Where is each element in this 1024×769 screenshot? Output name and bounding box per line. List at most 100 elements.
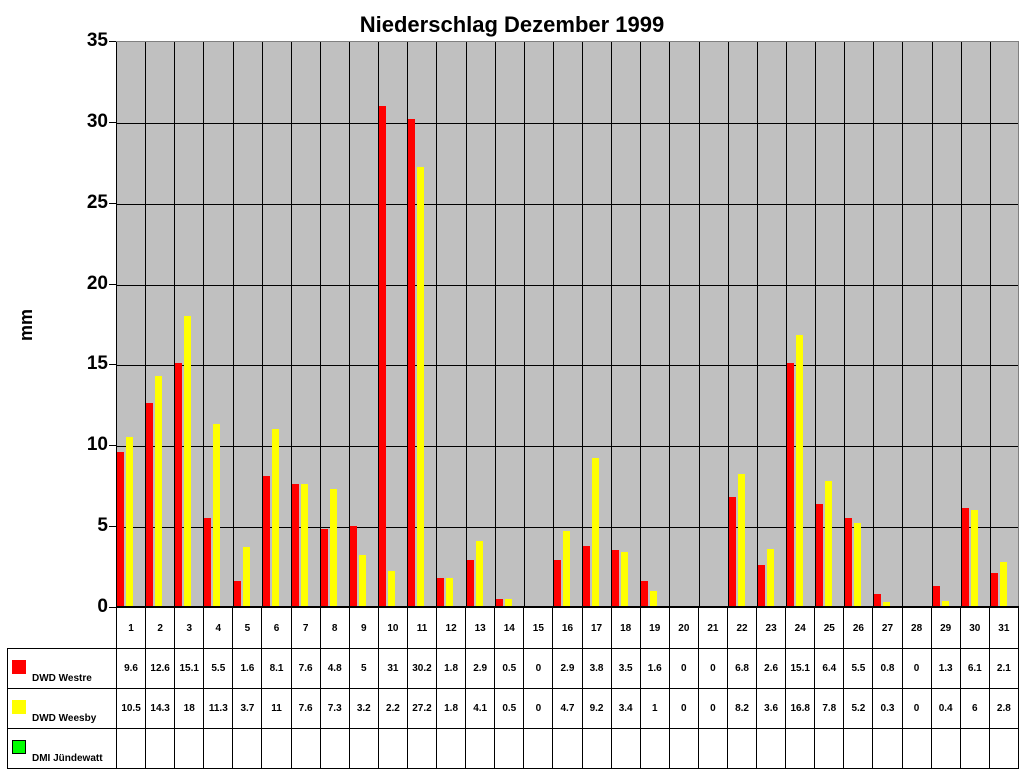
bar-dwd-weesby	[737, 474, 745, 607]
bar-dwd-westre	[641, 581, 649, 607]
table-cell: 0	[697, 688, 728, 729]
legend-entry: DWD Westre	[7, 648, 117, 689]
table-cell	[785, 728, 816, 769]
category-label: 29	[930, 607, 961, 649]
category-label: 7	[290, 607, 321, 649]
x-axis-line	[116, 606, 1019, 607]
table-cell	[843, 728, 874, 769]
table-cell: 0.5	[494, 688, 525, 729]
category-label: 13	[465, 607, 496, 649]
table-cell: 8.1	[261, 648, 292, 689]
v-gridline	[523, 42, 525, 607]
v-gridline	[552, 42, 554, 607]
table-cell: 1.8	[436, 688, 467, 729]
category-label: 27	[872, 607, 903, 649]
v-gridline	[174, 42, 176, 607]
bar-dwd-weesby	[795, 335, 803, 607]
table-cell: 3.5	[610, 648, 641, 689]
plot-area	[116, 41, 1019, 607]
h-gridline	[116, 527, 1018, 529]
chart-title: Niederschlag Dezember 1999	[359, 12, 665, 37]
bar-dwd-westre	[146, 403, 154, 607]
category-label: 20	[668, 607, 699, 649]
category-label: 21	[697, 607, 728, 649]
bar-dwd-weesby	[475, 540, 483, 607]
table-cell: 7.6	[290, 648, 321, 689]
bar-dwd-westre	[874, 594, 882, 607]
bar-dwd-westre	[379, 105, 387, 607]
table-cell: 0.3	[872, 688, 903, 729]
table-cell: 15.1	[174, 648, 205, 689]
table-cell: 0.4	[930, 688, 961, 729]
category-label: 28	[901, 607, 932, 649]
table-cell: 3.7	[232, 688, 263, 729]
table-cell: 3.4	[610, 688, 641, 729]
data-table: 1 2 3 4 5 6 7 8 9 10 11 12 13 14 15 16 17 18 19 20 21 22 23 24 2…	[7, 607, 1019, 769]
bar-dwd-westre	[262, 476, 270, 607]
v-gridline	[232, 42, 234, 607]
bar-dwd-westre	[728, 497, 736, 607]
y-tick-label: 10	[86, 434, 108, 456]
table-cell	[203, 728, 234, 769]
v-gridline	[989, 42, 991, 607]
bar-dwd-westre	[990, 573, 998, 607]
bar-dwd-weesby	[300, 484, 308, 607]
table-cell: 0	[901, 648, 932, 689]
table-cell	[465, 728, 496, 769]
v-gridline	[698, 42, 700, 607]
table-cell	[377, 728, 408, 769]
y-tick-mark	[109, 607, 116, 608]
table-cell: 3.8	[581, 648, 612, 689]
table-cell: 9.2	[581, 688, 612, 729]
table-cell: 0	[523, 688, 554, 729]
bar-dwd-weesby	[155, 375, 163, 607]
table-cell: 9.6	[115, 648, 147, 689]
v-gridline	[785, 42, 787, 607]
category-label: 15	[523, 607, 554, 649]
v-gridline	[815, 42, 817, 607]
v-gridline	[407, 42, 409, 607]
y-tick-mark	[109, 283, 116, 285]
v-gridline	[465, 42, 467, 607]
category-label: 4	[203, 607, 234, 649]
y-tick-label: 15	[86, 353, 108, 375]
table-cell: 6.1	[959, 648, 990, 689]
y-tick-label: 0	[97, 596, 108, 617]
table-cell: 0	[523, 648, 554, 689]
v-gridline	[203, 42, 205, 607]
bar-dwd-westre	[932, 585, 940, 607]
table-cell: 4.1	[465, 688, 496, 729]
table-cell: 0.5	[494, 648, 525, 689]
table-cell: 8.2	[726, 688, 758, 729]
bar-dwd-weesby	[184, 315, 192, 607]
table-cell: 4.8	[319, 648, 350, 689]
legend-swatch	[12, 660, 26, 674]
category-label: 11	[406, 607, 438, 649]
category-label: 6	[261, 607, 292, 649]
table-cell	[697, 728, 728, 769]
bar-dwd-westre	[291, 484, 299, 607]
bar-dwd-weesby	[446, 577, 454, 607]
bar-dwd-westre	[204, 518, 212, 607]
bar-dwd-westre	[757, 564, 765, 607]
category-label: 25	[814, 607, 845, 649]
bar-dwd-westre	[117, 451, 124, 607]
table-cell: 7.3	[319, 688, 350, 729]
bar-dwd-westre	[583, 545, 591, 607]
bar-dwd-westre	[612, 550, 620, 607]
table-cell	[756, 728, 787, 769]
bar-dwd-westre	[233, 581, 241, 607]
table-cell	[930, 728, 961, 769]
table-cell	[290, 728, 321, 769]
category-label: 19	[639, 607, 670, 649]
category-label: 26	[843, 607, 874, 649]
table-cell	[319, 728, 350, 769]
y-tick-label: 35	[86, 30, 108, 51]
table-cell	[261, 728, 292, 769]
v-gridline	[844, 42, 846, 607]
v-gridline	[436, 42, 438, 607]
table-cell: 5	[348, 648, 379, 689]
table-cell: 6.4	[814, 648, 845, 689]
table-cell	[145, 728, 176, 769]
table-cell: 0	[901, 688, 932, 729]
